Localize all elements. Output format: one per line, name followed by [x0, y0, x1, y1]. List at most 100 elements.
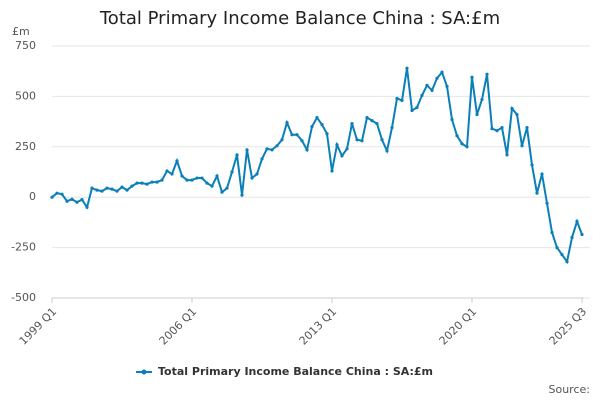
data-point	[65, 199, 69, 203]
data-point	[435, 76, 439, 80]
data-point	[410, 108, 414, 113]
data-point	[370, 118, 374, 123]
data-point	[75, 200, 79, 204]
data-point	[405, 66, 409, 70]
data-point	[120, 185, 124, 189]
data-point	[485, 72, 489, 76]
x-tick-label: 2020 Q1	[437, 305, 480, 348]
data-point	[525, 126, 529, 130]
x-tick-label: 2006 Q1	[157, 305, 200, 348]
y-tick-label: -500	[11, 291, 36, 304]
data-point	[365, 115, 369, 120]
data-point	[210, 184, 214, 188]
data-point	[225, 186, 229, 190]
data-point	[195, 176, 199, 180]
data-point	[355, 138, 359, 142]
data-point	[85, 205, 89, 209]
data-point	[300, 139, 304, 143]
data-point	[385, 149, 389, 153]
data-point	[310, 125, 314, 129]
data-point	[335, 143, 339, 147]
data-point	[360, 139, 364, 143]
data-point	[490, 127, 494, 131]
data-point	[70, 197, 74, 201]
data-point	[500, 126, 504, 130]
data-point	[350, 122, 354, 126]
data-point	[60, 192, 64, 196]
data-point	[510, 106, 514, 111]
data-point	[505, 153, 509, 157]
data-point	[495, 129, 499, 133]
data-point	[465, 145, 469, 149]
data-point	[90, 186, 94, 190]
data-point	[235, 153, 239, 157]
data-point	[285, 121, 289, 125]
data-point	[200, 176, 204, 180]
data-point	[230, 170, 234, 174]
data-point	[180, 174, 184, 178]
data-point	[390, 126, 394, 130]
y-tick-label: 750	[15, 39, 36, 52]
data-point	[160, 178, 164, 182]
y-axis-unit: £m	[12, 25, 30, 38]
data-point	[295, 133, 299, 137]
data-point	[440, 70, 444, 74]
data-point	[530, 163, 534, 167]
data-point	[480, 97, 484, 102]
data-point	[425, 83, 429, 87]
data-point	[50, 195, 54, 199]
data-point	[345, 147, 349, 151]
data-point	[220, 190, 224, 194]
data-point	[280, 138, 284, 142]
data-point	[470, 75, 474, 79]
data-point	[375, 122, 379, 126]
data-point	[245, 148, 249, 152]
data-point	[415, 105, 419, 110]
y-tick-label: 250	[15, 140, 36, 153]
data-point	[555, 246, 559, 250]
data-point	[265, 147, 269, 151]
data-point	[445, 84, 449, 88]
data-point	[380, 138, 384, 142]
data-point	[330, 169, 334, 173]
data-point	[250, 176, 254, 180]
data-point	[325, 132, 329, 136]
data-point	[270, 148, 274, 152]
data-point	[100, 189, 104, 193]
data-point	[320, 123, 324, 127]
x-tick-label: 2013 Q1	[297, 305, 340, 348]
data-point	[165, 169, 169, 173]
x-tick-label: 1999 Q1	[17, 305, 60, 348]
data-point	[130, 184, 134, 188]
data-point	[420, 93, 424, 97]
data-point	[305, 148, 309, 152]
legend-marker	[141, 369, 147, 375]
data-point	[340, 154, 344, 158]
data-point	[570, 235, 574, 240]
y-tick-label: 500	[15, 89, 36, 102]
data-point	[125, 188, 129, 192]
data-point	[575, 219, 579, 223]
data-point	[315, 115, 319, 120]
data-point	[170, 172, 174, 176]
chart-title: Total Primary Income Balance China : SA:…	[99, 8, 500, 29]
data-point	[135, 181, 139, 185]
data-point	[145, 182, 149, 186]
data-point	[535, 191, 539, 195]
data-line	[51, 68, 583, 265]
data-point	[580, 232, 584, 237]
data-point	[175, 159, 179, 163]
data-point	[205, 181, 209, 185]
data-point	[515, 112, 519, 117]
data-point	[150, 180, 154, 184]
data-point	[560, 253, 564, 257]
data-point	[215, 174, 219, 178]
data-point	[275, 144, 279, 148]
data-point	[475, 112, 479, 117]
data-point	[240, 193, 244, 197]
data-point	[395, 96, 399, 101]
source: Source:	[549, 383, 591, 396]
data-point	[540, 172, 544, 176]
data-point	[255, 172, 259, 176]
